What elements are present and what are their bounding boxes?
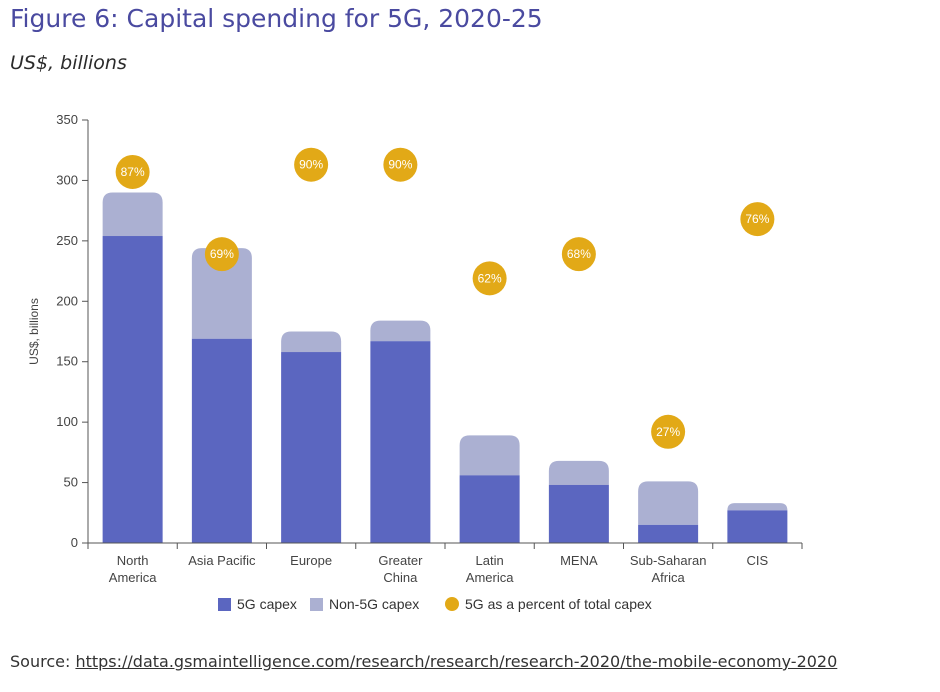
x-category-label: China [383, 570, 418, 585]
bar-non5g-capex [191, 248, 252, 339]
percent-markers: 87% 69% 90% 90% 62% 68% 27% 76% [115, 147, 775, 449]
x-axis: North America Asia Pacific Europe Greater Chi… [87, 542, 803, 585]
percent-label: 68% [567, 247, 591, 261]
legend: 5G capex Non-5G capex 5G as a percent of t… [218, 596, 652, 612]
x-category-label: MENA [560, 553, 598, 568]
source-label: Source: [10, 652, 71, 671]
bar-non5g-capex [281, 331, 342, 353]
x-category-label: Europe [290, 553, 332, 568]
percent-dot [740, 202, 775, 237]
bar-non5g-capex [638, 481, 699, 525]
percent-dot [651, 414, 686, 449]
percent-label: 90% [299, 158, 323, 172]
bar-5g-capex [459, 475, 520, 543]
percent-label: 90% [388, 158, 412, 172]
percent-label: 69% [210, 247, 234, 261]
bar-5g-capex [191, 338, 252, 543]
y-tick-label: 200 [56, 293, 78, 308]
percent-dot [472, 261, 507, 296]
y-axis: 0 50 100 150 200 250 300 350 US$, billions [27, 112, 89, 550]
y-tick-label: 350 [56, 112, 78, 127]
bar-5g-capex [370, 341, 431, 543]
x-category-label: Greater [378, 553, 423, 568]
legend-label: 5G as a percent of total capex [465, 596, 652, 612]
figure-title: Figure 6: Capital spending for 5G, 2020-… [10, 4, 543, 33]
x-category-label: America [466, 570, 514, 585]
percent-label: 87% [121, 165, 145, 179]
y-tick-label: 0 [71, 535, 78, 550]
legend-percent: 5G as a percent of total capex [445, 596, 652, 612]
bar-non5g-capex [727, 503, 788, 511]
legend-non5g-capex: Non-5G capex [310, 596, 419, 612]
y-tick-label: 50 [64, 475, 78, 490]
bar-non5g-capex [102, 192, 163, 237]
bar-non5g-capex [370, 320, 431, 342]
bar-non5g-capex [459, 435, 520, 476]
bar-5g-capex [727, 510, 788, 543]
source-link[interactable]: https://data.gsmaintelligence.com/resear… [75, 652, 838, 671]
source-note: Source: https://data.gsmaintelligence.co… [10, 652, 837, 671]
bar-5g-capex [102, 236, 163, 543]
bar-non5g-capex [548, 460, 609, 485]
legend-label: 5G capex [237, 596, 297, 612]
x-category-label: Latin [476, 553, 504, 568]
percent-label: 76% [745, 212, 769, 226]
legend-5g-capex: 5G capex [218, 596, 297, 612]
y-tick-label: 150 [56, 354, 78, 369]
x-category-label: America [109, 570, 157, 585]
figure-subtitle: US$, billions [10, 52, 127, 74]
legend-swatch [310, 598, 323, 611]
percent-label: 27% [656, 425, 680, 439]
bars [102, 192, 788, 543]
percent-dot [115, 154, 150, 189]
percent-dot [383, 147, 418, 182]
y-tick-label: 250 [56, 233, 78, 248]
percent-dot [561, 237, 596, 272]
x-category-label: CIS [747, 553, 769, 568]
x-category-label: Sub-Saharan [630, 553, 707, 568]
percent-label: 62% [478, 271, 502, 285]
bar-5g-capex [638, 524, 699, 543]
capex-bar-chart: 0 50 100 150 200 250 300 350 US$, billions 87% 69… [27, 112, 803, 612]
x-category-label: Africa [652, 570, 686, 585]
percent-dot [294, 147, 329, 182]
legend-swatch [218, 598, 231, 611]
x-category-label: North [117, 553, 149, 568]
y-tick-label: 100 [56, 414, 78, 429]
bar-5g-capex [548, 484, 609, 543]
bar-5g-capex [281, 352, 342, 543]
percent-dot [204, 237, 239, 272]
x-category-label: Asia Pacific [188, 553, 256, 568]
legend-swatch [445, 597, 459, 611]
y-axis-title: US$, billions [27, 298, 41, 365]
y-tick-label: 300 [56, 172, 78, 187]
legend-label: Non-5G capex [329, 596, 419, 612]
